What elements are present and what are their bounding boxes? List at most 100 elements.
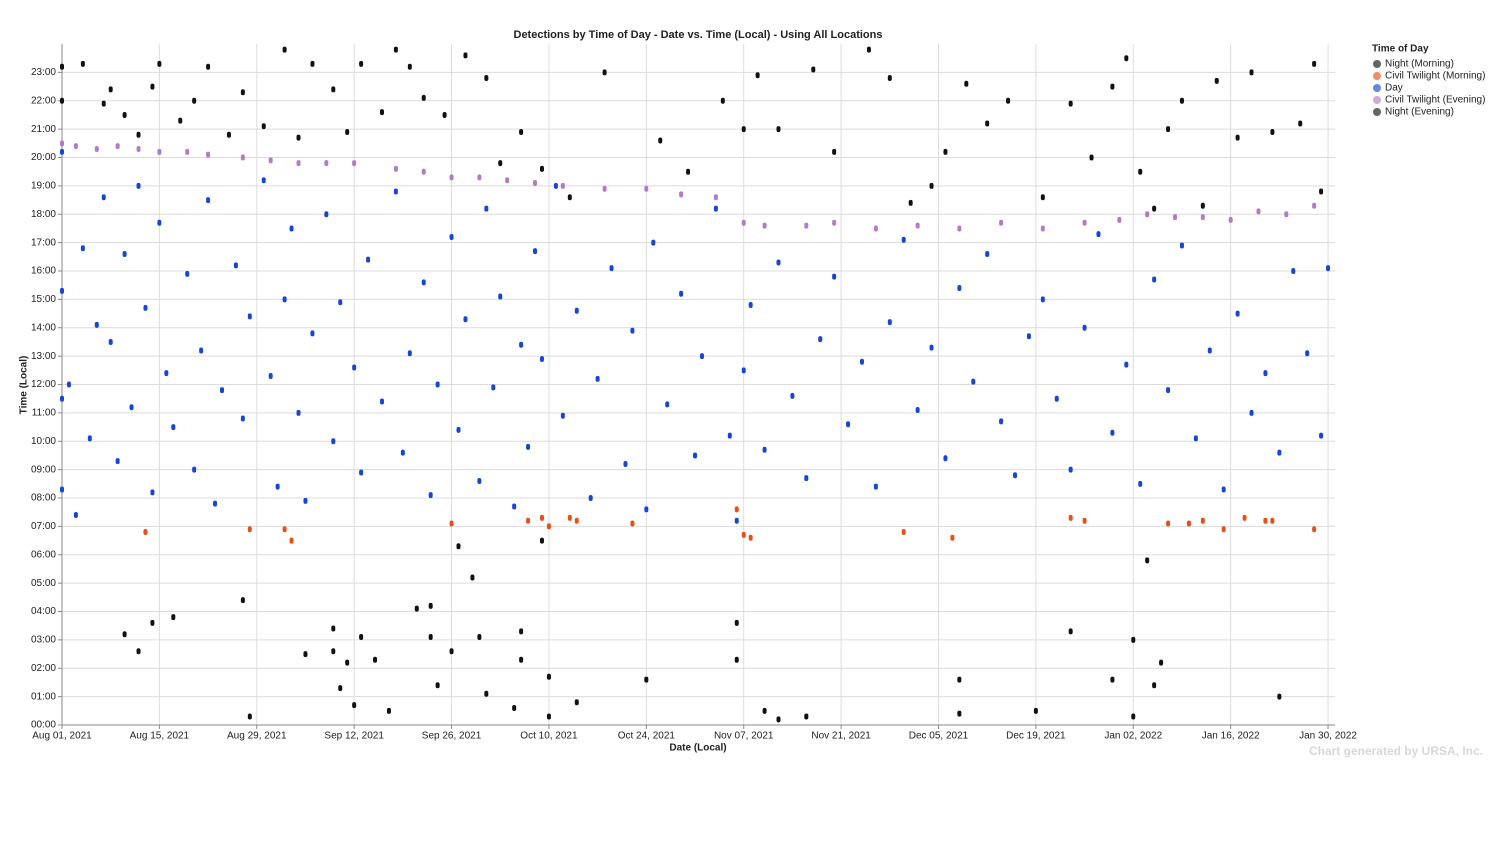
point (1249, 409, 1254, 416)
point (1179, 97, 1184, 104)
legend-label: Day (1385, 83, 1403, 94)
point (999, 418, 1004, 425)
legend-marker (1373, 96, 1381, 104)
y-tick-label: 18:00 (31, 209, 56, 220)
point (776, 126, 781, 133)
point (289, 537, 294, 544)
point (1312, 202, 1317, 209)
point (929, 344, 934, 351)
point (303, 651, 308, 658)
point (129, 404, 134, 411)
point (247, 526, 252, 533)
y-tick-label: 08:00 (31, 493, 56, 504)
point (373, 656, 378, 663)
x-tick-label: Aug 15, 2021 (130, 731, 190, 742)
point (1082, 219, 1087, 226)
point (157, 148, 162, 155)
point (811, 66, 816, 73)
point (679, 290, 684, 297)
point (414, 605, 419, 612)
point (1068, 100, 1073, 107)
point (1013, 472, 1018, 479)
point (435, 682, 440, 689)
y-tick-label: 01:00 (31, 691, 56, 702)
series (60, 140, 1317, 232)
x-tick-label: Aug 29, 2021 (227, 731, 287, 742)
point (665, 401, 670, 408)
point (122, 111, 127, 118)
point (1207, 347, 1212, 354)
point (1110, 676, 1115, 683)
point (1312, 526, 1317, 533)
point (1319, 188, 1324, 195)
point (609, 265, 614, 272)
point (60, 63, 64, 70)
point (539, 355, 544, 362)
x-tick-label: Oct 24, 2021 (618, 731, 676, 742)
point (964, 80, 969, 87)
point (345, 128, 350, 135)
point (887, 319, 892, 326)
point (366, 256, 371, 263)
point (435, 381, 440, 388)
point (533, 180, 538, 187)
point (957, 676, 962, 683)
point (539, 165, 544, 172)
point (1242, 514, 1247, 521)
point (1319, 432, 1324, 439)
point (296, 134, 301, 141)
point (171, 614, 176, 621)
x-tick-label: Aug 01, 2021 (32, 731, 92, 742)
point (1179, 242, 1184, 249)
point (456, 426, 461, 433)
point (261, 177, 266, 184)
y-tick-label: 09:00 (31, 464, 56, 475)
point (477, 477, 482, 484)
point (734, 517, 739, 524)
point (1166, 387, 1171, 394)
point (73, 143, 78, 150)
point (60, 486, 64, 493)
point (574, 517, 579, 524)
point (428, 602, 433, 609)
point (206, 63, 211, 70)
point (873, 483, 878, 490)
y-tick-label: 13:00 (31, 351, 56, 362)
series (122, 537, 1282, 723)
point (296, 409, 301, 416)
point (644, 676, 649, 683)
point (185, 270, 190, 277)
point (873, 225, 878, 232)
legend-marker (1373, 60, 1381, 68)
point (908, 199, 913, 206)
point (804, 713, 809, 720)
point (720, 97, 725, 104)
point (1152, 205, 1157, 212)
point (352, 702, 357, 709)
point (741, 126, 746, 133)
point (449, 233, 454, 240)
point (846, 421, 851, 428)
point (331, 625, 336, 632)
point (943, 148, 948, 155)
point (60, 287, 64, 294)
y-tick-label: 23:00 (31, 67, 56, 78)
point (957, 285, 962, 292)
point (1298, 120, 1303, 127)
point (1166, 126, 1171, 133)
point (219, 387, 224, 394)
y-tick-label: 05:00 (31, 578, 56, 589)
point (804, 475, 809, 482)
point (421, 279, 426, 286)
point (1026, 333, 1031, 340)
point (1200, 202, 1205, 209)
point (421, 168, 426, 175)
point (150, 83, 155, 90)
point (115, 143, 120, 150)
y-tick-label: 15:00 (31, 294, 56, 305)
point (247, 313, 252, 320)
point (832, 273, 837, 280)
point (289, 225, 294, 232)
